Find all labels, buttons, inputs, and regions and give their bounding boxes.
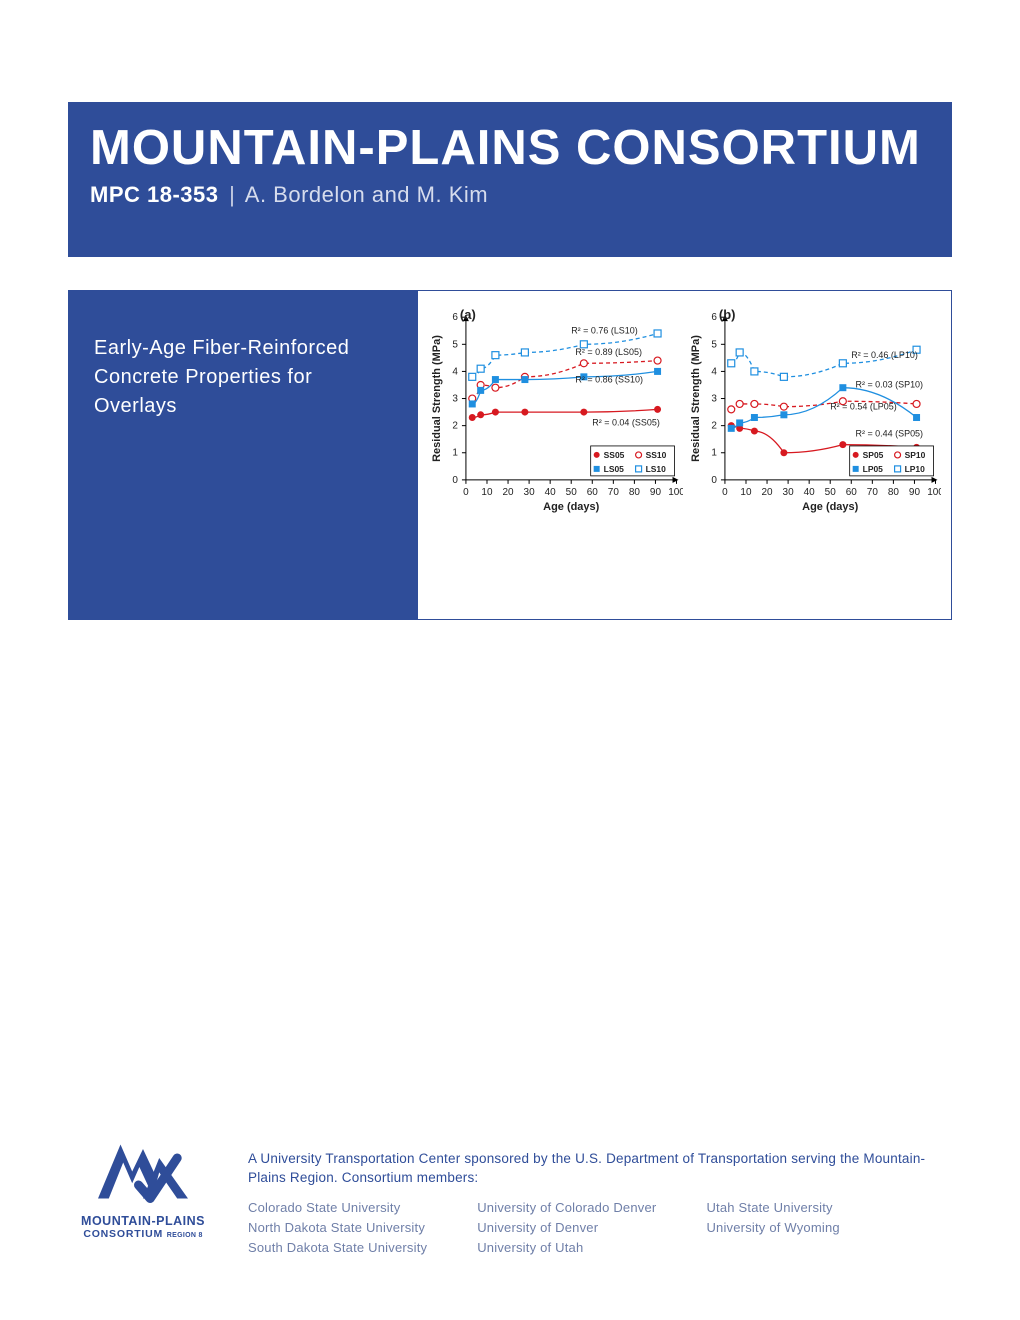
- svg-text:3: 3: [711, 394, 717, 405]
- meta-divider: |: [229, 182, 235, 207]
- svg-text:100: 100: [927, 487, 941, 498]
- svg-text:0: 0: [452, 475, 458, 486]
- member-item: University of Utah: [477, 1238, 656, 1258]
- footer-text: A University Transportation Center spons…: [218, 1122, 952, 1258]
- svg-text:20: 20: [761, 487, 773, 498]
- footer: MOUNTAIN-PLAINS CONSORTIUM REGION 8 A Un…: [68, 1122, 952, 1258]
- header-banner: MOUNTAIN-PLAINS CONSORTIUM MPC 18-353 | …: [68, 102, 952, 257]
- footer-description: A University Transportation Center spons…: [248, 1150, 952, 1188]
- svg-text:6: 6: [452, 312, 458, 323]
- svg-text:R² = 0.54 (LP05): R² = 0.54 (LP05): [830, 401, 897, 411]
- org-title: MOUNTAIN-PLAINS CONSORTIUM: [90, 120, 930, 176]
- svg-text:Residual Strength (MPa): Residual Strength (MPa): [689, 335, 701, 462]
- svg-text:10: 10: [740, 487, 752, 498]
- content-row: Early-Age Fiber-Reinforced Concrete Prop…: [68, 290, 952, 620]
- svg-text:30: 30: [524, 487, 536, 498]
- svg-text:5: 5: [711, 339, 717, 350]
- member-item: University of Colorado Denver: [477, 1198, 656, 1218]
- members-list: Colorado State UniversityNorth Dakota St…: [248, 1198, 952, 1258]
- svg-text:(b): (b): [718, 307, 735, 322]
- svg-text:LP05: LP05: [862, 464, 883, 474]
- chart-svg-a: 0 10 20 30 40 50 60 70 80 90 100 0 1 2 3 4 5 6 Age (days) R…: [428, 307, 683, 522]
- svg-text:70: 70: [866, 487, 878, 498]
- svg-text:1: 1: [452, 448, 458, 459]
- chart-panel-a: 0 10 20 30 40 50 60 70 80 90 100 0 1 2 3 4 5 6 Age (days) R…: [428, 307, 683, 609]
- svg-text:80: 80: [887, 487, 899, 498]
- svg-text:40: 40: [545, 487, 557, 498]
- member-item: Utah State University: [706, 1198, 839, 1218]
- svg-text:4: 4: [711, 366, 717, 377]
- svg-text:Age (days): Age (days): [802, 501, 858, 513]
- report-title-box: Early-Age Fiber-Reinforced Concrete Prop…: [68, 290, 418, 620]
- member-item: University of Wyoming: [706, 1218, 839, 1238]
- svg-text:Age (days): Age (days): [543, 501, 599, 513]
- svg-text:50: 50: [824, 487, 836, 498]
- chart-figure: 01020304050607080901000123456Age (days)R…: [418, 290, 952, 620]
- svg-text:1: 1: [711, 448, 717, 459]
- svg-text:80: 80: [629, 487, 641, 498]
- logo-text-line-1: MOUNTAIN-PLAINS: [81, 1214, 205, 1228]
- svg-text:2: 2: [452, 421, 458, 432]
- logo-text-line-2: CONSORTIUM REGION 8: [83, 1228, 202, 1240]
- svg-text:R² = 0.03 (SP10): R² = 0.03 (SP10): [855, 380, 923, 390]
- svg-text:90: 90: [650, 487, 662, 498]
- svg-text:R² = 0.44 (SP05): R² = 0.44 (SP05): [855, 428, 923, 438]
- svg-text:0: 0: [463, 487, 469, 498]
- report-meta: MPC 18-353 | A. Bordelon and M. Kim: [90, 182, 930, 208]
- svg-text:60: 60: [845, 487, 857, 498]
- svg-text:4: 4: [452, 366, 458, 377]
- svg-text:60: 60: [587, 487, 599, 498]
- svg-text:6: 6: [711, 312, 717, 323]
- svg-text:70: 70: [608, 487, 620, 498]
- members-col-1: Colorado State UniversityNorth Dakota St…: [248, 1198, 427, 1258]
- svg-text:2: 2: [711, 421, 717, 432]
- svg-text:0: 0: [722, 487, 728, 498]
- logo-block: MOUNTAIN-PLAINS CONSORTIUM REGION 8: [68, 1122, 218, 1240]
- svg-text:R² = 0.04 (SS05): R² = 0.04 (SS05): [592, 418, 660, 428]
- svg-text:LS05: LS05: [604, 464, 625, 474]
- svg-text:0: 0: [711, 475, 717, 486]
- svg-text:R² = 0.89 (LS05): R² = 0.89 (LS05): [575, 347, 642, 357]
- svg-text:10: 10: [481, 487, 493, 498]
- svg-text:40: 40: [803, 487, 815, 498]
- svg-text:5: 5: [452, 339, 458, 350]
- svg-text:SP10: SP10: [904, 450, 925, 460]
- svg-text:R² = 0.46 (LP10): R² = 0.46 (LP10): [851, 350, 918, 360]
- mountain-logo-icon: [88, 1122, 198, 1212]
- member-item: North Dakota State University: [248, 1218, 427, 1238]
- svg-text:(a): (a): [460, 307, 476, 322]
- svg-text:Residual Strength (MPa): Residual Strength (MPa): [431, 335, 443, 462]
- chart-panel-b: 0 10 20 30 40 50 60 70 80 90 100 0 1 2 3 4 5 6 Age (days) R…: [687, 307, 942, 609]
- member-item: University of Denver: [477, 1218, 656, 1238]
- svg-text:SS05: SS05: [604, 450, 625, 460]
- report-id: MPC 18-353: [90, 182, 219, 207]
- svg-text:20: 20: [502, 487, 514, 498]
- svg-text:SP05: SP05: [862, 450, 883, 460]
- svg-text:30: 30: [782, 487, 794, 498]
- members-col-3: Utah State UniversityUniversity of Wyomi…: [706, 1198, 839, 1258]
- svg-text:50: 50: [566, 487, 578, 498]
- svg-text:R² = 0.76 (LS10): R² = 0.76 (LS10): [571, 325, 638, 335]
- svg-text:SS10: SS10: [646, 450, 667, 460]
- member-item: South Dakota State University: [248, 1238, 427, 1258]
- report-title: Early-Age Fiber-Reinforced Concrete Prop…: [94, 334, 390, 421]
- svg-text:R² = 0.86 (SS10): R² = 0.86 (SS10): [575, 374, 643, 384]
- svg-text:3: 3: [452, 394, 458, 405]
- svg-text:LS10: LS10: [646, 464, 667, 474]
- members-col-2: University of Colorado DenverUniversity …: [477, 1198, 656, 1258]
- chart-svg-b: 0 10 20 30 40 50 60 70 80 90 100 0 1 2 3 4 5 6 Age (days) R…: [687, 307, 942, 522]
- member-item: Colorado State University: [248, 1198, 427, 1218]
- svg-text:90: 90: [908, 487, 920, 498]
- svg-text:100: 100: [668, 487, 682, 498]
- report-authors: A. Bordelon and M. Kim: [245, 182, 488, 207]
- svg-text:LP10: LP10: [904, 464, 925, 474]
